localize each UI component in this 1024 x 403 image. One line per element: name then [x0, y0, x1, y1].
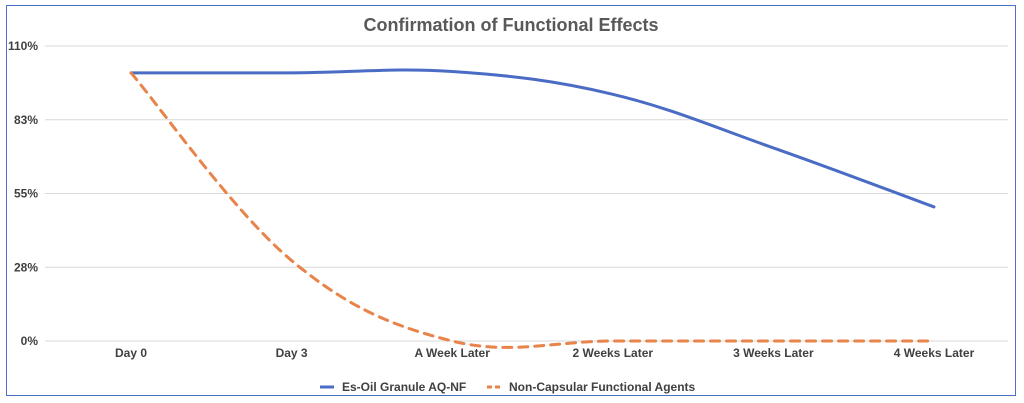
- gridlines: [45, 45, 1008, 342]
- x-tick-label: 4 Weeks Later: [894, 346, 975, 360]
- chart-title: Confirmation of Functional Effects: [363, 15, 659, 35]
- y-tick-label: 110%: [8, 39, 38, 53]
- x-tick-label: Day 0: [115, 346, 147, 360]
- legend-label: Non-Capsular Functional Agents: [509, 380, 696, 394]
- y-tick-label: 83%: [14, 113, 38, 127]
- legend: Es-Oil Granule AQ-NF Non-Capsular Functio…: [320, 380, 696, 394]
- x-tick-label: A Week Later: [415, 346, 491, 360]
- legend-label: Es-Oil Granule AQ-NF: [342, 380, 466, 394]
- series-line-es-oil-granule: [129, 68, 936, 209]
- series-line-non-capsular-agents: [129, 71, 936, 349]
- y-axis-tick-labels: 0% 28% 55% 83% 110%: [8, 39, 38, 348]
- x-tick-label: 3 Weeks Later: [733, 346, 814, 360]
- x-axis-tick-labels: Day 0 Day 3 A Week Later 2 Weeks Later 3 Wee…: [115, 346, 975, 360]
- y-tick-label: 55%: [14, 187, 38, 201]
- y-tick-label: 0%: [21, 334, 39, 348]
- chart-frame: Confirmation of Functional Effects: [6, 5, 1016, 396]
- x-tick-label: 2 Weeks Later: [573, 346, 654, 360]
- y-tick-label: 28%: [14, 260, 38, 274]
- x-tick-label: Day 3: [276, 346, 308, 360]
- series-lines: [129, 68, 936, 349]
